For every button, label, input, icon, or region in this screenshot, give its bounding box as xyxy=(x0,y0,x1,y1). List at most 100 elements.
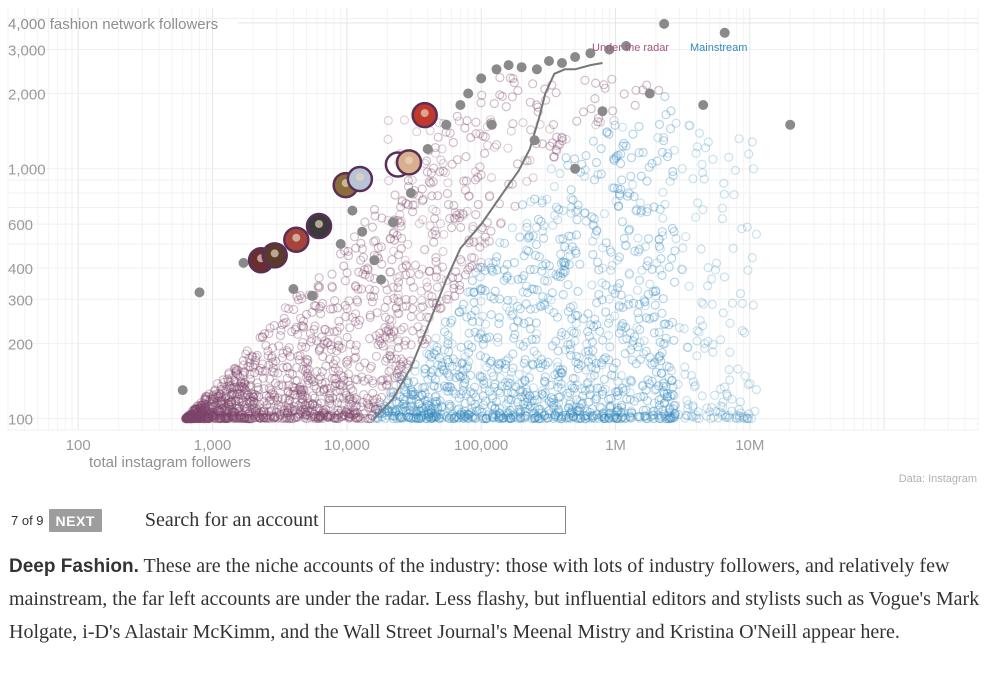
account-point xyxy=(406,389,416,400)
account-point xyxy=(603,318,614,328)
account-point xyxy=(396,202,406,212)
account-point xyxy=(245,407,255,417)
account-point xyxy=(206,399,216,409)
account-point xyxy=(266,406,276,417)
account-point xyxy=(293,351,303,361)
account-point xyxy=(451,412,461,422)
account-point xyxy=(389,411,399,421)
account-point xyxy=(273,368,283,378)
account-point xyxy=(219,411,229,422)
account-point xyxy=(270,412,280,422)
account-point xyxy=(392,413,402,424)
account-point xyxy=(429,163,439,173)
search-label: Search for an account xyxy=(144,508,319,531)
account-point xyxy=(628,340,638,350)
account-point xyxy=(189,414,199,424)
account-point xyxy=(526,125,536,135)
account-point xyxy=(585,407,595,417)
account-point xyxy=(455,280,465,290)
next-button[interactable]: NEXT xyxy=(48,508,102,532)
account-point xyxy=(747,253,757,263)
account-point xyxy=(516,413,526,423)
account-point xyxy=(318,406,328,416)
account-point xyxy=(215,405,225,416)
account-point xyxy=(720,412,730,423)
account-point xyxy=(437,144,447,154)
account-point xyxy=(645,279,655,289)
account-point xyxy=(213,393,223,403)
account-point xyxy=(558,268,568,278)
account-point xyxy=(519,251,529,261)
account-point xyxy=(640,301,650,311)
account-point xyxy=(316,301,326,312)
account-point xyxy=(519,375,530,385)
account-point xyxy=(561,134,571,144)
account-point xyxy=(307,412,317,422)
account-point xyxy=(364,414,375,424)
account-point xyxy=(546,398,557,408)
account-point xyxy=(406,402,416,412)
account-point xyxy=(566,413,576,423)
account-point xyxy=(467,412,477,422)
account-point xyxy=(567,383,578,393)
account-point xyxy=(492,265,502,275)
account-point xyxy=(489,412,499,422)
account-point xyxy=(216,398,226,408)
account-point xyxy=(201,392,211,402)
notable-account xyxy=(405,188,416,198)
account-point xyxy=(535,300,545,311)
account-point xyxy=(686,411,697,421)
account-point xyxy=(468,413,478,423)
account-point xyxy=(386,354,396,364)
account-point xyxy=(227,407,237,418)
account-point xyxy=(380,302,390,313)
account-point xyxy=(380,413,390,423)
account-point xyxy=(563,391,573,401)
account-point xyxy=(649,312,660,322)
account-point xyxy=(234,394,244,404)
account-point xyxy=(193,412,203,422)
account-point xyxy=(591,298,602,308)
account-point xyxy=(398,399,408,409)
account-point xyxy=(293,409,304,419)
account-point xyxy=(342,359,352,369)
account-point xyxy=(400,395,410,406)
account-point xyxy=(411,413,421,423)
account-point xyxy=(364,284,375,294)
account-point xyxy=(593,170,603,180)
account-point xyxy=(493,364,503,374)
account-point xyxy=(238,397,248,407)
account-point xyxy=(393,343,403,353)
account-point xyxy=(301,373,312,383)
account-point xyxy=(350,316,361,327)
account-point xyxy=(534,404,544,414)
account-point xyxy=(345,409,355,419)
account-point xyxy=(641,385,651,395)
account-point xyxy=(703,336,713,346)
account-point xyxy=(222,381,232,392)
account-point xyxy=(506,367,516,377)
account-point xyxy=(460,411,470,421)
account-point xyxy=(394,372,404,382)
account-point xyxy=(718,308,728,318)
account-point xyxy=(246,396,256,406)
account-point xyxy=(403,389,413,399)
account-point xyxy=(532,411,543,421)
account-point xyxy=(653,405,663,415)
account-point xyxy=(703,263,713,273)
account-point xyxy=(601,238,611,248)
account-point xyxy=(529,413,539,423)
account-point xyxy=(594,413,604,423)
account-point xyxy=(451,389,461,399)
account-point xyxy=(556,249,566,259)
account-point xyxy=(702,403,712,413)
account-point xyxy=(337,411,347,421)
search-input[interactable] xyxy=(323,506,566,534)
account-point xyxy=(396,244,406,254)
account-point xyxy=(567,242,577,252)
account-point xyxy=(209,413,219,423)
account-point xyxy=(739,328,750,338)
account-point xyxy=(428,204,438,214)
account-point xyxy=(411,394,421,405)
account-point xyxy=(621,413,631,423)
